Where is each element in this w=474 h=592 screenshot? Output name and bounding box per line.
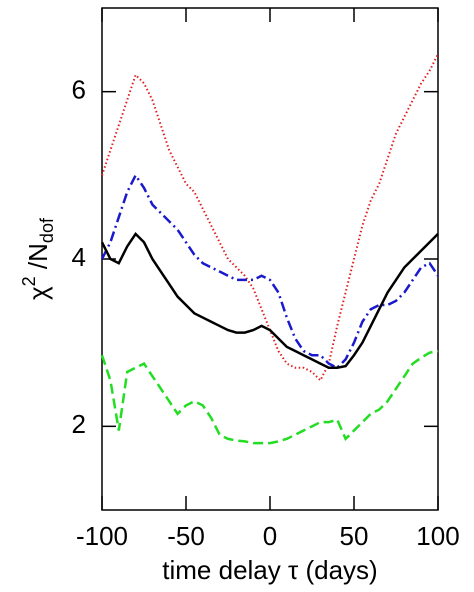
y-axis-label: χ2 /Ndof [19,217,57,300]
x-tick-label: -50 [167,521,205,551]
series-line [100,349,439,445]
x-tick-label: -100 [76,521,128,551]
x-tick-label: 0 [263,521,277,551]
x-tick-label: 50 [340,521,369,551]
y-label-sup: 2 [19,276,39,286]
y-label-sub: dof [37,217,57,243]
series-line [100,231,439,370]
x-tick-label: 100 [416,521,459,551]
y-tick-label: 6 [72,75,86,105]
x-axis-label: time delay τ (days) [162,555,377,585]
y-label-base: χ [23,286,53,300]
y-label-mid: /N [23,243,53,276]
series-line [100,172,440,370]
y-tick-label: 2 [72,409,86,439]
y-tick-label: 4 [72,242,86,272]
